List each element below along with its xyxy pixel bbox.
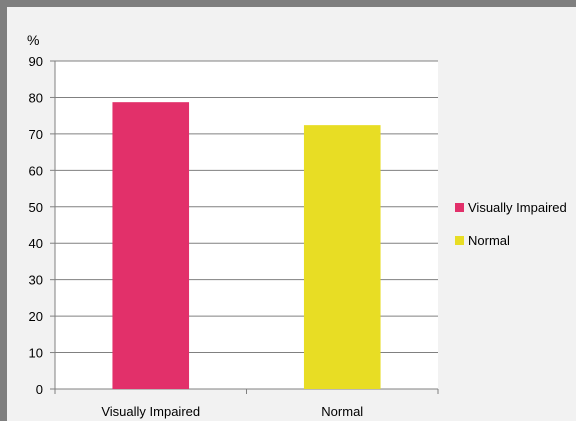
y-tick-label: 70 (29, 127, 43, 142)
y-tick-label: 80 (29, 90, 43, 105)
legend-swatch (455, 203, 464, 212)
x-tick-label: Visually Impaired (101, 404, 200, 419)
y-tick-label: 20 (29, 309, 43, 324)
bars (112, 102, 381, 390)
y-axis-label: % (27, 32, 39, 48)
legend-label: Normal (468, 233, 510, 248)
bar-chart: 0 10 20 30 40 50 60 70 80 90 Visually Impaired Nor… (27, 32, 567, 419)
y-tick-label: 60 (29, 163, 43, 178)
x-tick-label: Normal (321, 404, 363, 419)
y-tick-labels: 0 10 20 30 40 50 60 70 80 90 (29, 54, 43, 397)
y-tick-label: 40 (29, 236, 43, 251)
y-tick-label: 10 (29, 346, 43, 361)
y-tick-label: 50 (29, 200, 43, 215)
bar-normal (303, 125, 381, 390)
x-tick-labels: Visually Impaired Normal (54, 389, 439, 419)
y-tick-label: 0 (36, 382, 43, 397)
y-tick-label: 30 (29, 273, 43, 288)
legend-swatch (455, 236, 464, 245)
legend: Visually Impaired Normal (455, 200, 567, 248)
y-tick-label: 90 (29, 54, 43, 69)
bar-visually-impaired (112, 102, 190, 389)
legend-label: Visually Impaired (468, 200, 567, 215)
